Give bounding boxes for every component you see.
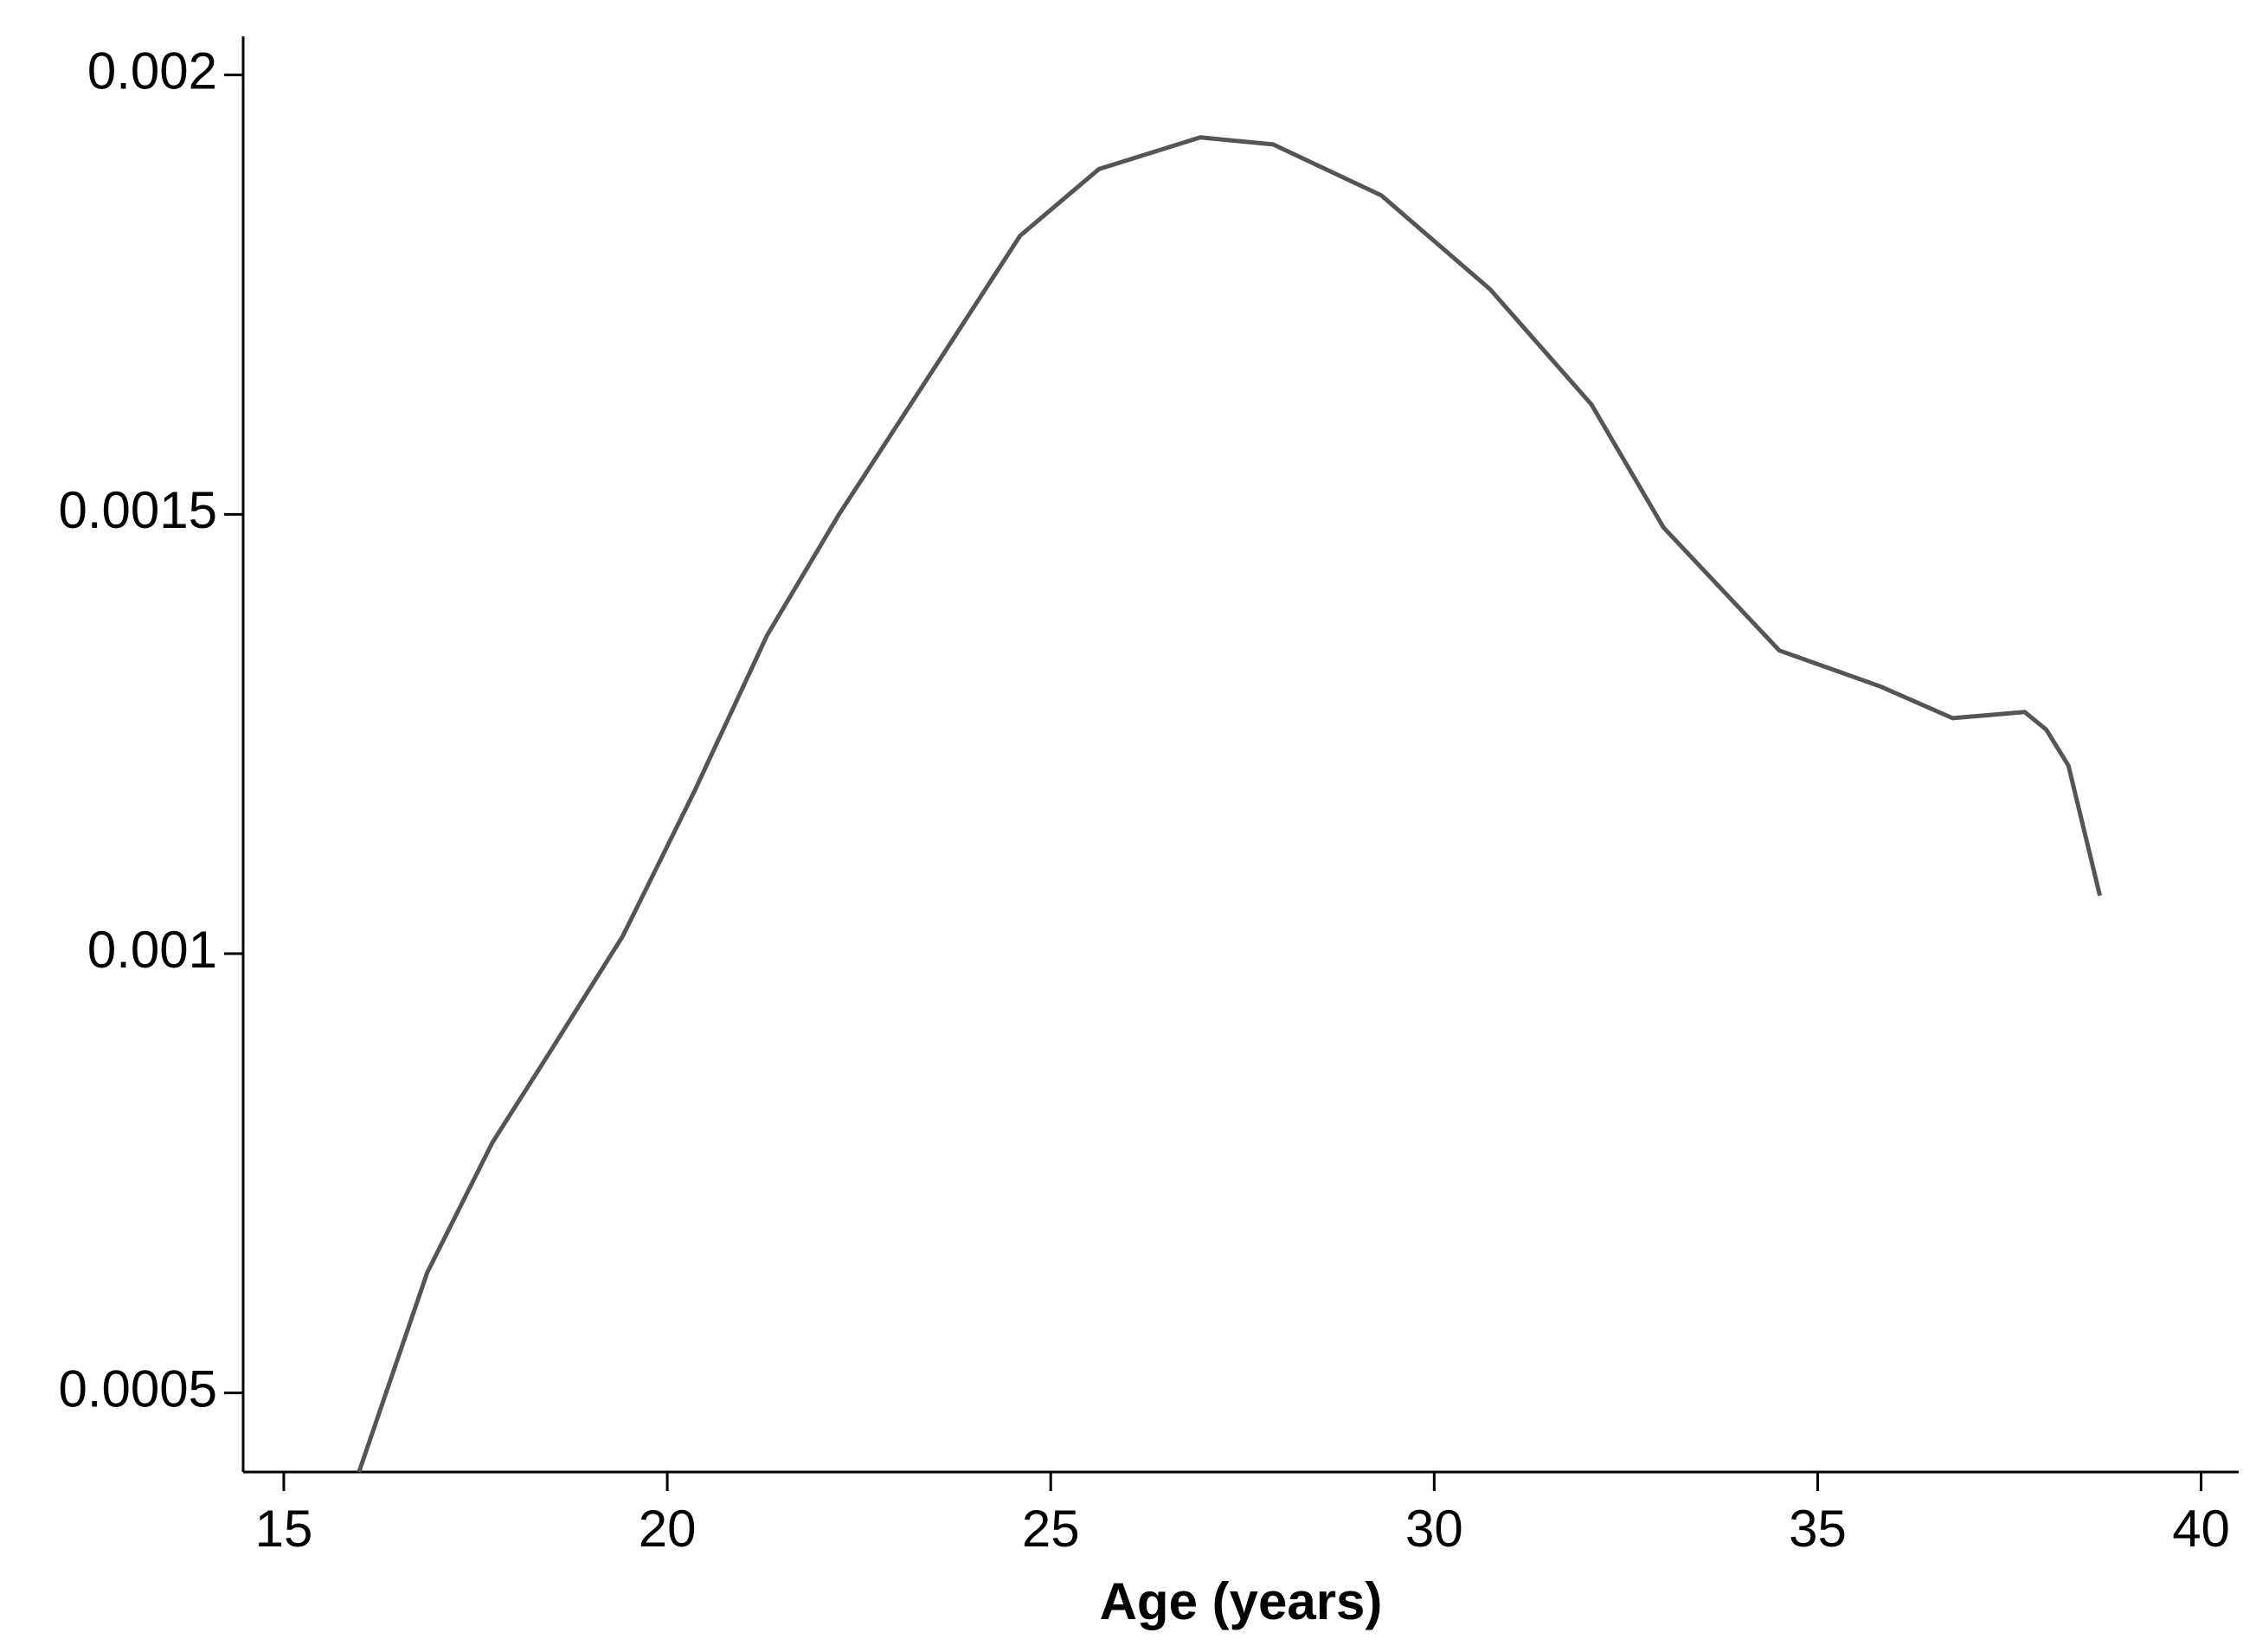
x-tick-label: 30 (1405, 1500, 1463, 1558)
y-tick-label: 0.0015 (58, 481, 217, 539)
x-tick-label: 25 (1022, 1500, 1080, 1558)
data-line (357, 135, 2103, 1473)
y-tick-label: 0.0005 (58, 1360, 217, 1417)
y-tick-label: 0.001 (87, 921, 217, 979)
x-tick-label: 15 (255, 1500, 313, 1558)
x-tick-label: 40 (2172, 1500, 2230, 1558)
x-axis-label: Age (years) (1100, 1572, 1383, 1630)
x-tick-label: 35 (1789, 1500, 1847, 1558)
y-tick-label: 0.002 (87, 42, 217, 100)
x-tick-label: 20 (639, 1500, 697, 1558)
